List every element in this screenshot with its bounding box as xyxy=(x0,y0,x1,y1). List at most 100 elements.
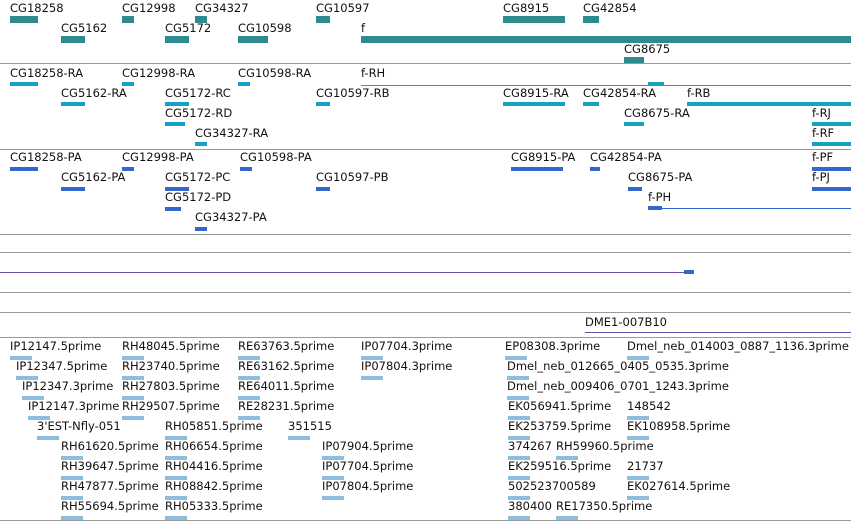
est-label[interactable]: IP12147.3prime xyxy=(28,399,120,413)
protein-glyph[interactable] xyxy=(165,187,189,191)
est-label[interactable]: IP07704.5prime xyxy=(322,459,414,473)
transcript-label[interactable]: CG10597-RB xyxy=(316,86,390,100)
est-glyph[interactable] xyxy=(165,456,187,460)
est-glyph[interactable] xyxy=(165,496,187,500)
est-glyph[interactable] xyxy=(627,356,649,360)
gene-label[interactable]: CG34327 xyxy=(195,1,249,15)
est-label[interactable]: EK259516.5prime xyxy=(508,459,612,473)
transcript-label[interactable]: CG18258-RA xyxy=(10,66,84,80)
protein-label[interactable]: CG10597-PB xyxy=(316,170,389,184)
est-label[interactable]: EK027614.5prime xyxy=(627,479,731,493)
est-label[interactable]: 148542 xyxy=(627,399,671,413)
est-glyph[interactable] xyxy=(37,436,59,440)
protein-glyph[interactable] xyxy=(10,167,38,171)
transcript-label[interactable]: f-RF xyxy=(812,126,835,140)
est-glyph[interactable] xyxy=(322,456,344,460)
est-glyph[interactable] xyxy=(507,396,529,400)
transcript-label[interactable]: CG5172-RC xyxy=(165,86,231,100)
est-glyph[interactable] xyxy=(165,436,187,440)
gene-glyph[interactable] xyxy=(10,16,38,23)
gene-label[interactable]: CG8675 xyxy=(624,42,671,56)
est-label[interactable]: RH08842.5prime xyxy=(165,479,263,493)
est-label[interactable]: EK056941.5prime xyxy=(508,399,612,413)
est-glyph[interactable] xyxy=(122,356,144,360)
est-glyph[interactable] xyxy=(165,476,187,480)
gene-glyph[interactable] xyxy=(583,16,599,23)
gene-label[interactable]: CG5162 xyxy=(61,21,108,35)
est-glyph[interactable] xyxy=(627,436,649,440)
est-label[interactable]: IP07904.5prime xyxy=(322,439,414,453)
transcript-label[interactable]: CG12998-RA xyxy=(122,66,196,80)
est-glyph[interactable] xyxy=(122,376,144,380)
protein-label[interactable]: CG42854-PA xyxy=(590,150,662,164)
transcript-glyph[interactable] xyxy=(624,122,644,126)
est-glyph[interactable] xyxy=(505,356,527,360)
transcript-label[interactable]: CG42854-RA xyxy=(583,86,657,100)
gene-glyph[interactable] xyxy=(195,16,207,23)
est-label[interactable]: IP07704.3prime xyxy=(361,339,453,353)
transcript-glyph[interactable] xyxy=(10,82,38,86)
est-glyph[interactable] xyxy=(238,396,260,400)
gene-glyph[interactable] xyxy=(122,16,134,23)
gene-glyph[interactable] xyxy=(165,36,189,43)
est-label[interactable]: RE63162.5prime xyxy=(238,359,335,373)
est-glyph[interactable] xyxy=(16,376,38,380)
est-label[interactable]: RH05851.5prime xyxy=(165,419,263,433)
protein-glyph[interactable] xyxy=(122,167,134,171)
transcript-glyph[interactable] xyxy=(812,122,851,126)
est-label[interactable]: RH39647.5prime xyxy=(61,459,159,473)
est-glyph[interactable] xyxy=(122,396,144,400)
est-glyph[interactable] xyxy=(61,456,83,460)
est-label[interactable]: RH59960.5prime xyxy=(556,439,654,453)
transcript-glyph[interactable] xyxy=(165,102,189,106)
est-label[interactable]: EP08308.3prime xyxy=(505,339,601,353)
protein-label[interactable]: f-PF xyxy=(812,150,834,164)
transcript-glyph[interactable] xyxy=(648,82,664,86)
est-label[interactable]: Dmel_neb_009406_0701_1243.3prime xyxy=(507,379,729,393)
alignment-label[interactable]: DME1-007B10 xyxy=(585,315,667,329)
est-glyph[interactable] xyxy=(361,356,383,360)
est-label[interactable]: IP07804.5prime xyxy=(322,479,414,493)
gene-label[interactable]: f xyxy=(361,21,366,35)
protein-label[interactable]: CG5172-PD xyxy=(165,190,232,204)
transcript-label[interactable]: f-RJ xyxy=(812,106,831,120)
est-glyph[interactable] xyxy=(28,416,50,420)
transcript-glyph[interactable] xyxy=(361,85,851,86)
transcript-glyph[interactable] xyxy=(122,82,134,86)
est-label[interactable]: 3'EST-Nfly-051 xyxy=(37,419,121,433)
est-label[interactable]: RE28231.5prime xyxy=(238,399,335,413)
est-glyph[interactable] xyxy=(322,476,344,480)
transcript-label[interactable]: CG5172-RD xyxy=(165,106,233,120)
alignment-end[interactable] xyxy=(684,270,694,274)
transcript-label[interactable]: CG8675-RA xyxy=(624,106,690,120)
est-label[interactable]: RH04416.5prime xyxy=(165,459,263,473)
protein-glyph[interactable] xyxy=(628,187,642,191)
est-label[interactable]: RH61620.5prime xyxy=(61,439,159,453)
gene-glyph[interactable] xyxy=(238,36,268,43)
est-label[interactable]: RH27803.5prime xyxy=(122,379,220,393)
est-label[interactable]: IP12147.5prime xyxy=(10,339,102,353)
protein-glyph[interactable] xyxy=(648,208,851,209)
protein-glyph[interactable] xyxy=(61,187,85,191)
transcript-label[interactable]: f-RB xyxy=(687,86,711,100)
est-label[interactable]: RE17350.5prime xyxy=(556,499,653,513)
est-glyph[interactable] xyxy=(288,436,310,440)
est-label[interactable]: 21737 xyxy=(627,459,664,473)
est-glyph[interactable] xyxy=(238,356,260,360)
est-glyph[interactable] xyxy=(10,356,32,360)
transcript-label[interactable]: CG8915-RA xyxy=(503,86,569,100)
gene-glyph[interactable] xyxy=(503,16,565,23)
est-label[interactable]: IP12347.5prime xyxy=(16,359,108,373)
transcript-glyph[interactable] xyxy=(238,82,250,86)
est-glyph[interactable] xyxy=(61,476,83,480)
est-glyph[interactable] xyxy=(556,456,578,460)
est-glyph[interactable] xyxy=(508,516,530,520)
gene-glyph[interactable] xyxy=(624,57,644,64)
gene-glyph[interactable] xyxy=(361,36,851,43)
est-glyph[interactable] xyxy=(61,516,83,520)
transcript-glyph[interactable] xyxy=(316,102,330,106)
est-label[interactable]: RE64011.5prime xyxy=(238,379,335,393)
protein-label[interactable]: CG18258-PA xyxy=(10,150,82,164)
protein-glyph[interactable] xyxy=(240,167,252,171)
gene-glyph[interactable] xyxy=(316,16,330,23)
